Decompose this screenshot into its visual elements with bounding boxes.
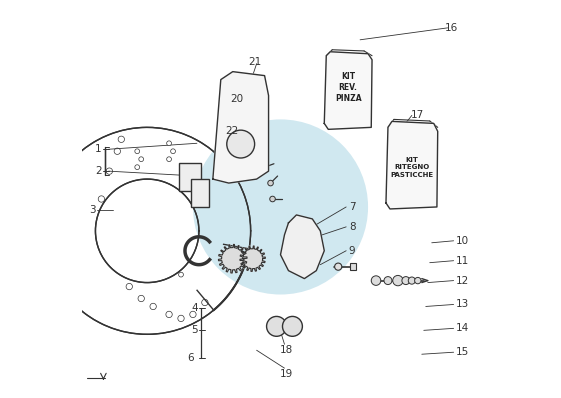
- Text: 5: 5: [192, 325, 198, 336]
- Text: 11: 11: [456, 256, 469, 266]
- Circle shape: [135, 165, 140, 170]
- FancyBboxPatch shape: [191, 179, 209, 207]
- Circle shape: [167, 141, 172, 146]
- Circle shape: [415, 277, 421, 284]
- Circle shape: [272, 321, 282, 332]
- Text: 1: 1: [95, 144, 102, 154]
- Circle shape: [139, 157, 144, 162]
- Text: KIT
RITEGNO
PASTICCHE: KIT RITEGNO PASTICCHE: [390, 157, 434, 178]
- Circle shape: [228, 254, 237, 263]
- Polygon shape: [240, 246, 265, 271]
- Circle shape: [249, 255, 256, 263]
- Circle shape: [283, 316, 302, 336]
- Circle shape: [371, 276, 381, 285]
- Text: 16: 16: [445, 23, 458, 33]
- Text: 7: 7: [349, 202, 356, 212]
- Circle shape: [171, 149, 176, 154]
- Text: 4: 4: [192, 303, 198, 314]
- Text: 3: 3: [89, 205, 96, 215]
- Circle shape: [289, 228, 304, 242]
- Circle shape: [270, 196, 275, 202]
- Text: 9: 9: [349, 246, 356, 256]
- Text: KIT
REV.
PINZA: KIT REV. PINZA: [335, 72, 361, 103]
- Circle shape: [227, 130, 255, 158]
- Text: OEM: OEM: [256, 213, 305, 232]
- Text: 17: 17: [411, 110, 425, 121]
- Circle shape: [178, 272, 183, 277]
- Circle shape: [301, 256, 315, 270]
- Text: 20: 20: [230, 94, 243, 105]
- Text: 12: 12: [456, 275, 469, 286]
- Text: 6: 6: [187, 353, 194, 363]
- FancyBboxPatch shape: [179, 163, 201, 191]
- Polygon shape: [218, 244, 247, 273]
- Text: 18: 18: [280, 345, 293, 355]
- Text: 21: 21: [248, 57, 261, 67]
- Circle shape: [384, 277, 392, 285]
- Circle shape: [268, 180, 273, 186]
- Circle shape: [334, 263, 342, 270]
- Circle shape: [287, 321, 298, 332]
- Text: 19: 19: [280, 369, 293, 379]
- Text: 15: 15: [456, 347, 469, 357]
- Circle shape: [135, 149, 140, 154]
- Polygon shape: [280, 215, 324, 279]
- Circle shape: [167, 157, 172, 162]
- Text: 10: 10: [456, 236, 469, 246]
- Circle shape: [266, 316, 287, 336]
- Circle shape: [408, 277, 416, 284]
- FancyBboxPatch shape: [350, 263, 356, 270]
- Text: MOTORPARTS: MOTORPARTS: [243, 242, 318, 252]
- Circle shape: [193, 119, 368, 295]
- Circle shape: [402, 277, 410, 285]
- Polygon shape: [213, 72, 269, 183]
- Text: 13: 13: [456, 299, 469, 310]
- Text: 8: 8: [349, 222, 356, 232]
- Circle shape: [393, 275, 403, 286]
- Circle shape: [262, 164, 268, 170]
- Polygon shape: [324, 52, 372, 129]
- Polygon shape: [386, 121, 438, 209]
- Text: 22: 22: [226, 126, 238, 137]
- Text: 2: 2: [95, 166, 102, 176]
- Text: 14: 14: [456, 323, 469, 334]
